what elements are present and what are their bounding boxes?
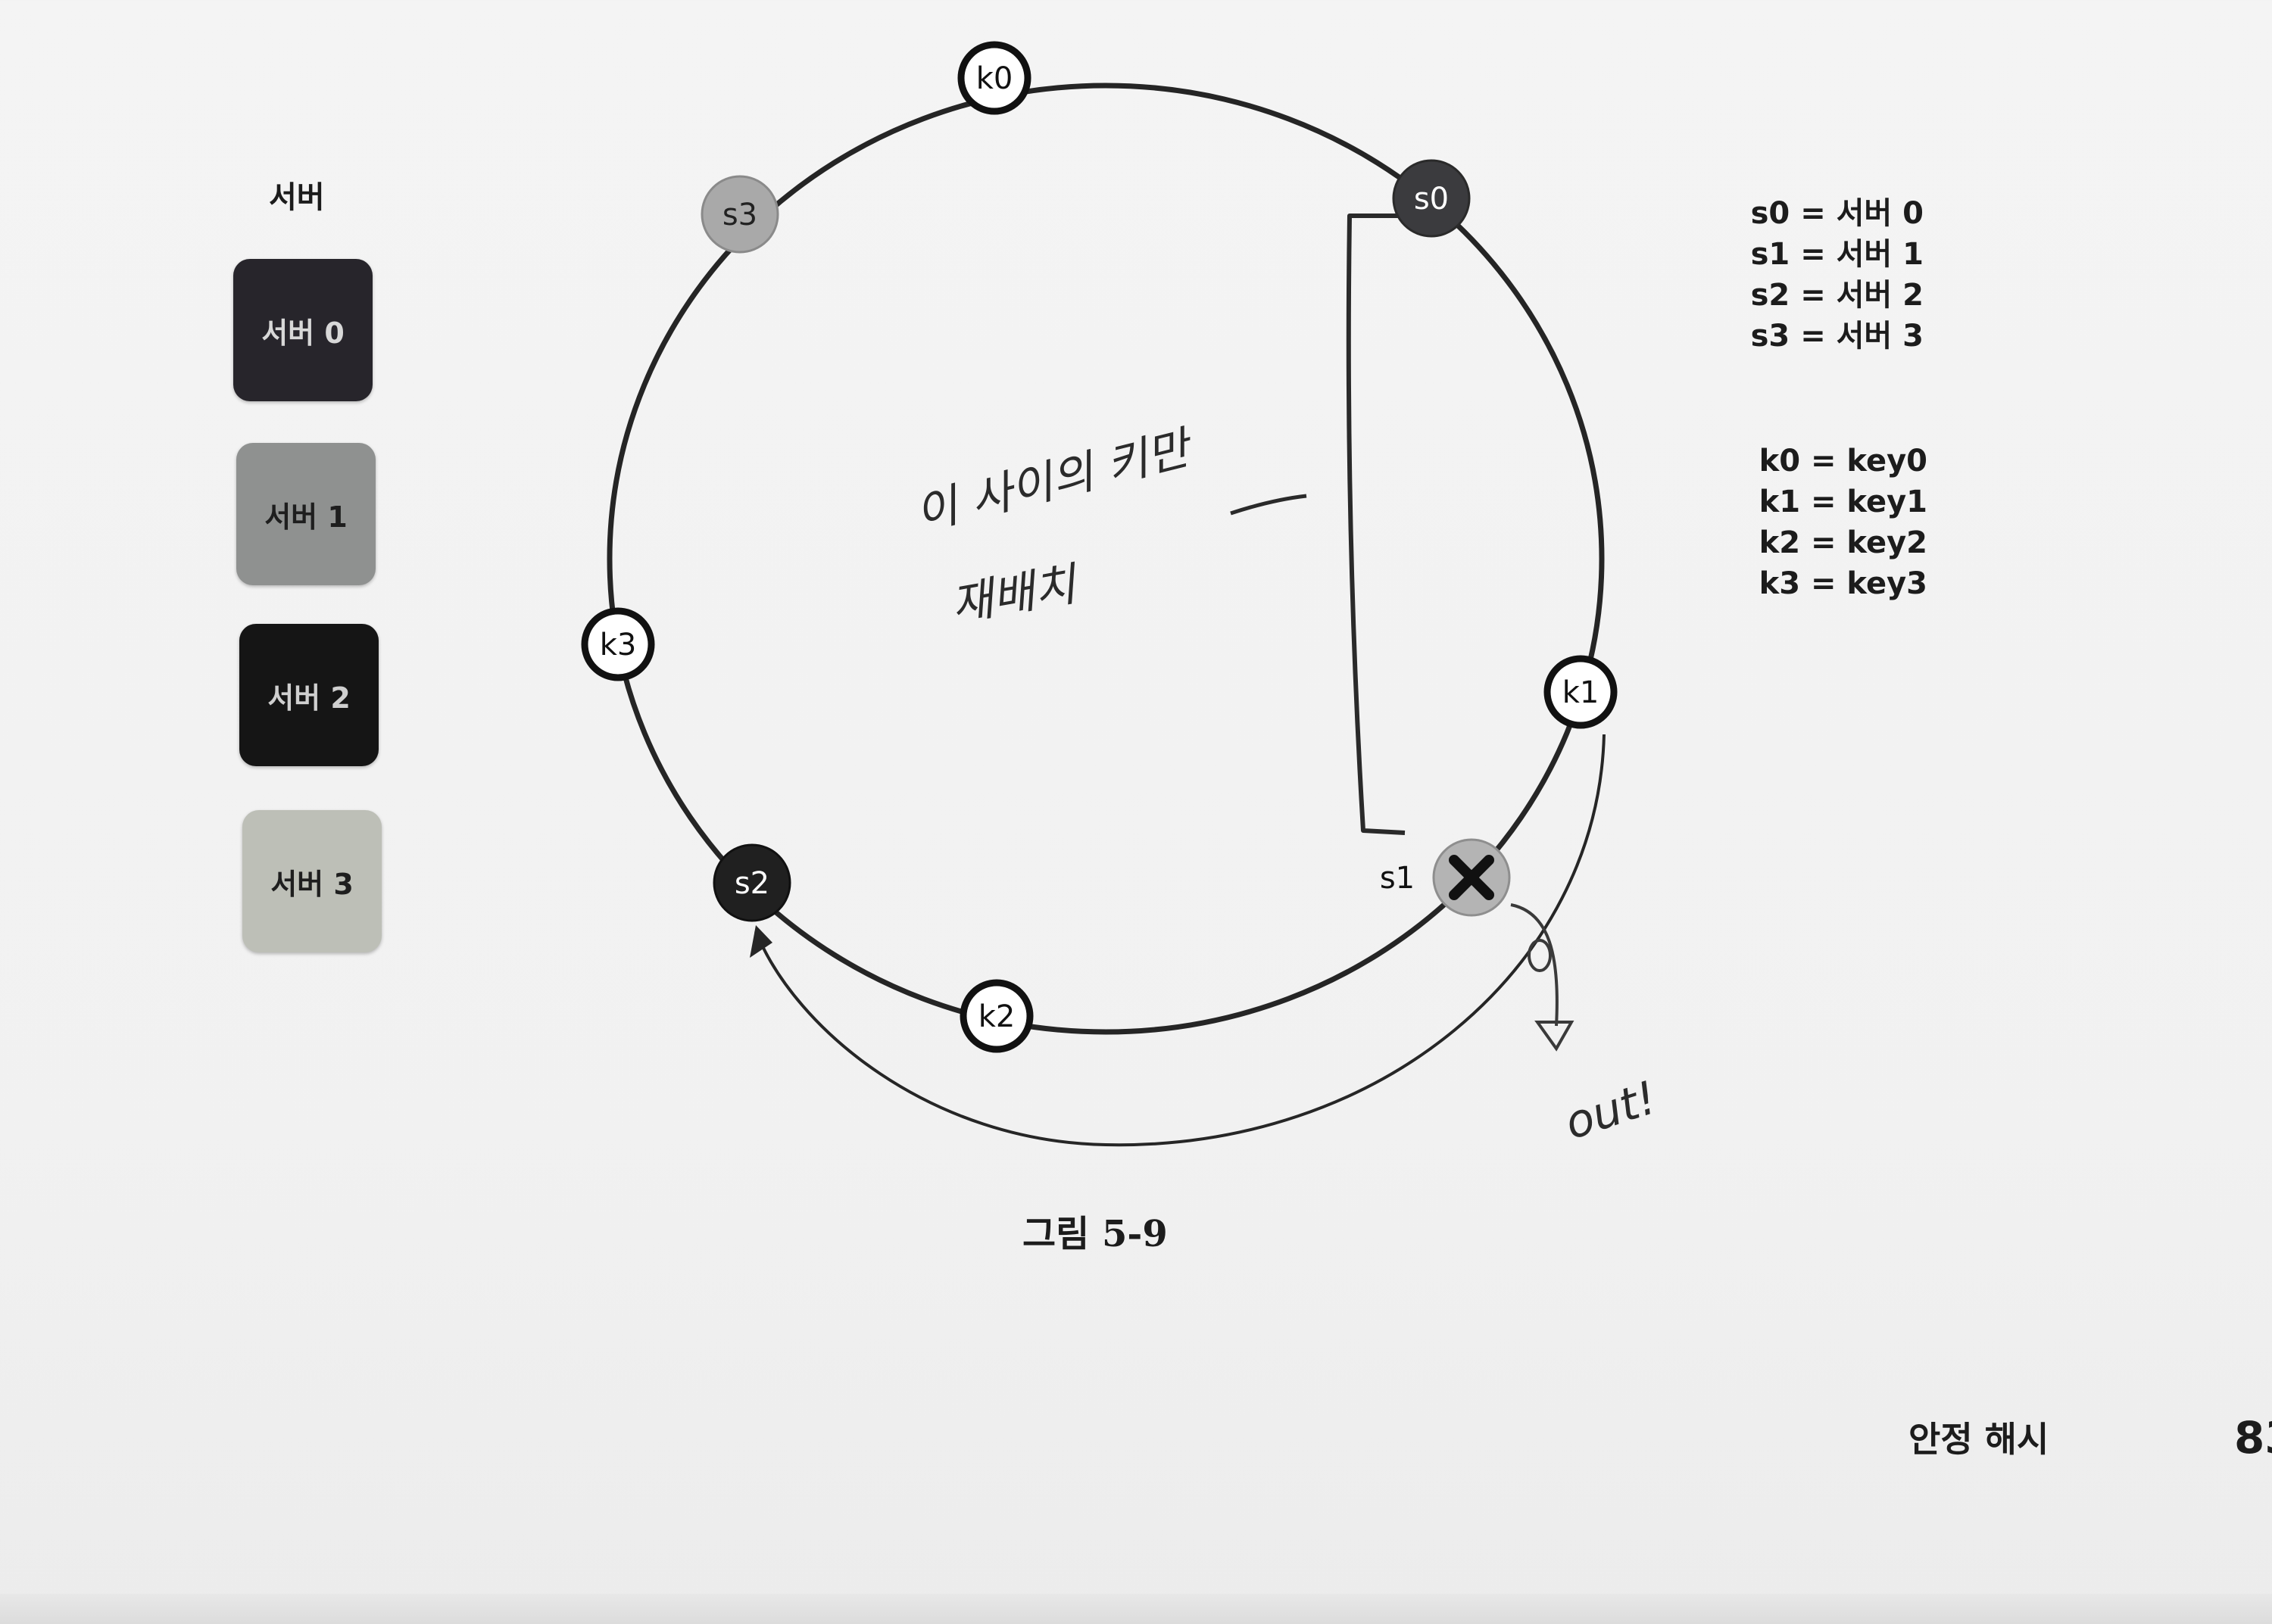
- server-abbreviation-list: s0 = 서버 0 s1 = 서버 1 s2 = 서버 2 s3 = 서버 3: [1704, 193, 1924, 357]
- handwritten-note-line2: 재배치: [947, 557, 1083, 632]
- server-node-s3: s3: [701, 175, 779, 254]
- k1-reassign-arrow: [754, 734, 1606, 1147]
- out-arrowhead: [1534, 1021, 1574, 1052]
- key-node-k0: k0: [957, 41, 1031, 115]
- key-abbreviation-list: k0 = key0 k1 = key1 k2 = key2 k3 = key3: [1704, 441, 1927, 604]
- key-node-k3: k3: [581, 607, 655, 681]
- server-node-s2: s2: [713, 843, 791, 922]
- server-label-s3: s3: [722, 198, 757, 232]
- server-label-s1: s1: [1380, 861, 1415, 896]
- legend-server-2: 서버 2: [239, 624, 379, 766]
- key-label-k2: k2: [978, 999, 1016, 1034]
- server-abbreviation: s0 = 서버 0: [1750, 196, 1924, 231]
- server-abbreviation: s2 = 서버 2: [1750, 278, 1924, 313]
- legend-server-1: 서버 1: [236, 443, 376, 585]
- server-abbreviation: s3 = 서버 3: [1750, 319, 1924, 354]
- page-bottom-shadow: [0, 1594, 2272, 1624]
- key-node-k2: k2: [960, 979, 1034, 1053]
- server-abbreviation: s1 = 서버 1: [1750, 237, 1924, 272]
- server-label-s0: s0: [1414, 182, 1449, 217]
- hash-ring: [607, 83, 1605, 1035]
- k1-reassign-arrowhead: [750, 925, 772, 958]
- key-abbreviation: k0 = key0: [1759, 444, 1927, 478]
- key-label-k3: k3: [600, 628, 637, 662]
- legend-server-0: 서버 0: [233, 259, 373, 401]
- server-node-s1-removed: s1: [1380, 838, 1511, 917]
- key-abbreviation: k2 = key2: [1759, 525, 1927, 560]
- legend-title: 서버: [269, 180, 325, 215]
- handwritten-note-line1: 이 사이의 키만: [910, 421, 1200, 541]
- out-arrow: [1510, 903, 1559, 1027]
- server-label-s2: s2: [735, 866, 769, 901]
- key-node-k1: k1: [1543, 655, 1618, 729]
- legend-server-3: 서버 3: [242, 810, 382, 952]
- key-abbreviation: k3 = key3: [1759, 566, 1927, 601]
- removed-x-icon: [1449, 855, 1494, 900]
- handwritten-out: out!: [1559, 1071, 1663, 1150]
- out-arrow-loop: [1528, 939, 1552, 972]
- key-label-k1: k1: [1562, 675, 1599, 710]
- figure-caption: 그림 5-9: [1022, 1213, 1168, 1255]
- page-number: 83: [2234, 1412, 2272, 1463]
- key-abbreviation: k1 = key1: [1759, 485, 1927, 519]
- server-node-s0: s0: [1392, 159, 1471, 238]
- key-label-k0: k0: [976, 61, 1013, 96]
- running-title: 안정 해시: [1908, 1419, 2049, 1460]
- note-pointer-line: [1230, 494, 1307, 516]
- redistribution-range-bracket: [1346, 214, 1430, 835]
